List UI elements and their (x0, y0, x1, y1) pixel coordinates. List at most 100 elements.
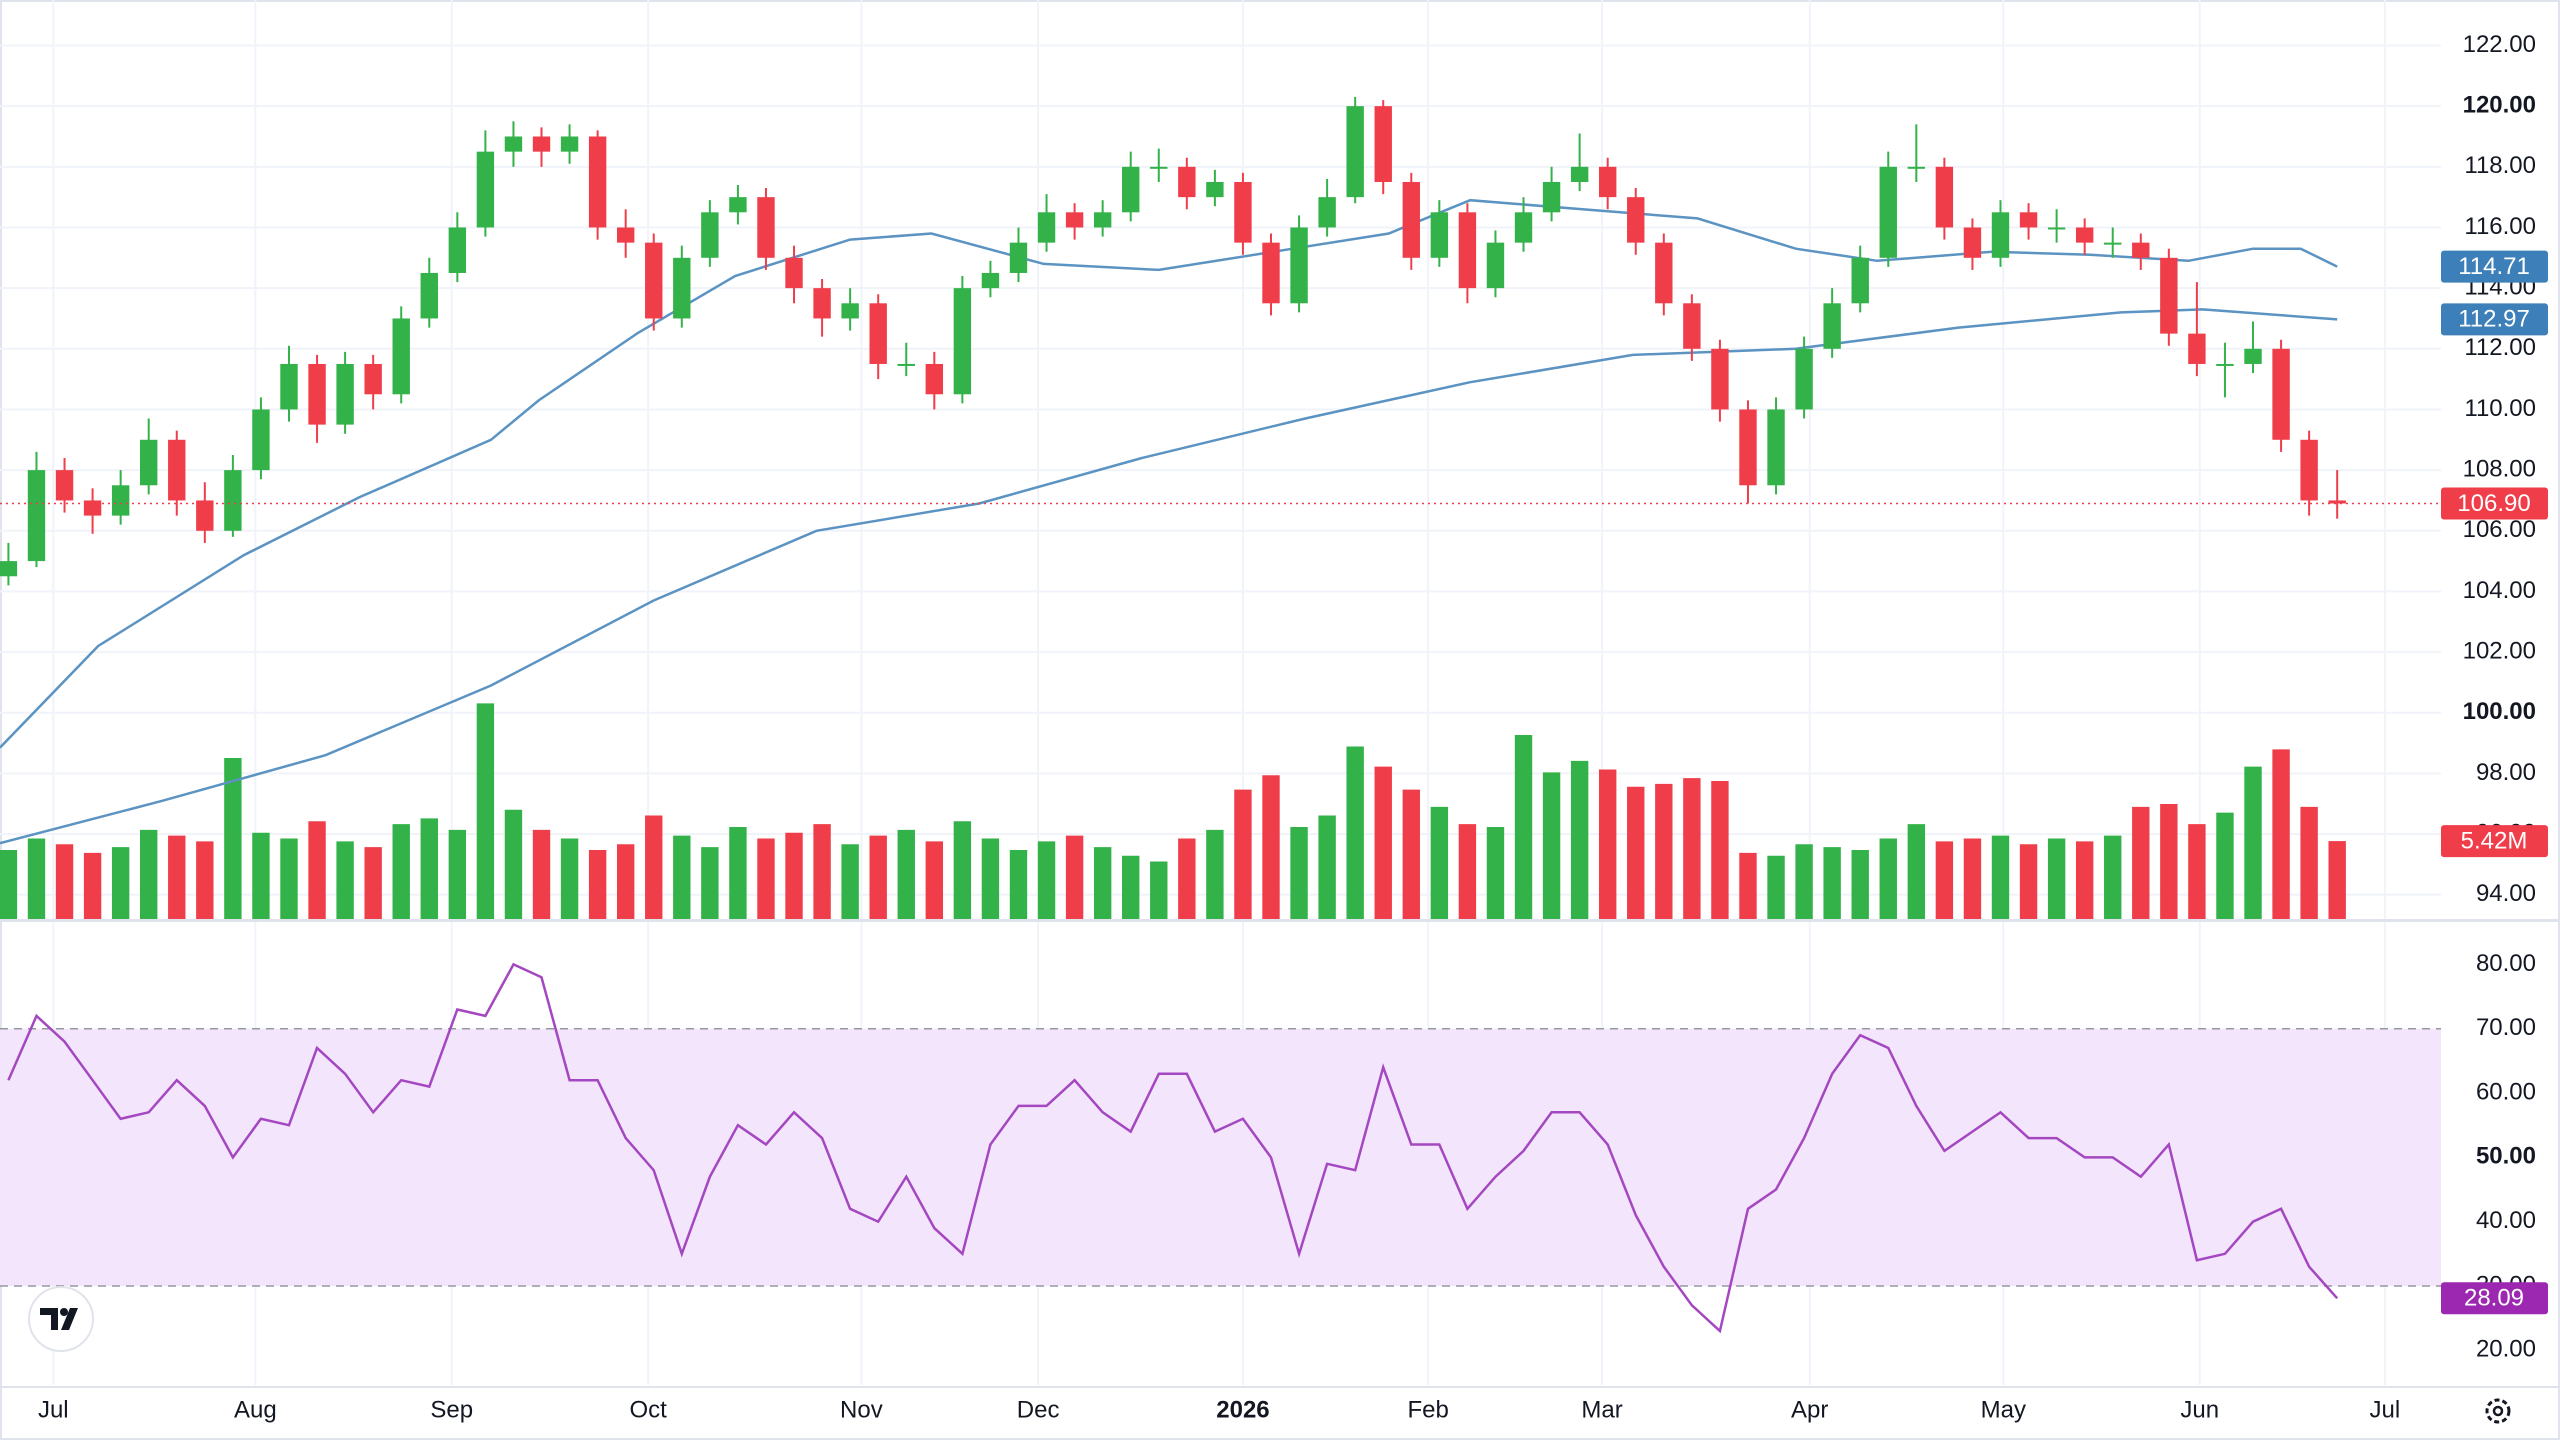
candle-body (1290, 227, 1308, 304)
candle-body (1851, 257, 1869, 304)
volume-bar (1458, 824, 1477, 919)
logo-circle[interactable] (28, 1286, 94, 1352)
volume-bar (364, 847, 382, 919)
moving-average-badge-label: 114.71 (2458, 253, 2530, 280)
volume-bar (336, 841, 354, 919)
volume-bar (2272, 749, 2290, 919)
candle-body (0, 561, 18, 577)
y-tick-label: 120.00 (2463, 91, 2536, 118)
x-tick-label: Jul (38, 1396, 69, 1423)
rsi-line (7, 962, 2339, 1334)
candle-body (420, 272, 438, 319)
candle-body (616, 227, 635, 243)
x-tick-label: Jul (2370, 1396, 2401, 1423)
settings-button[interactable] (2485, 1398, 2511, 1424)
volume-bar (897, 829, 915, 919)
candle-body (1122, 166, 1140, 213)
candle-body (673, 257, 691, 319)
volume-bar (111, 847, 130, 919)
volume-bar (224, 758, 242, 919)
logo-mark[interactable] (40, 1308, 78, 1330)
y-tick-label: 112.00 (2464, 334, 2536, 361)
volume-bar (2244, 766, 2262, 919)
volume-bar (1346, 746, 1364, 919)
volume-bar (420, 818, 438, 919)
volume-bar (1739, 852, 1757, 919)
volume-bar (1907, 824, 1926, 919)
volume-bar (588, 850, 607, 919)
candle-body (2244, 348, 2262, 364)
volume-bar (1879, 838, 1897, 919)
volume-bar (981, 838, 1000, 919)
candle-body (1402, 181, 1420, 258)
rsi-band (0, 1028, 2441, 1286)
candle-body (392, 318, 410, 395)
volume-bar (785, 832, 803, 919)
candle-body (55, 470, 74, 501)
volume-bar (1627, 786, 1645, 919)
gear-hub[interactable] (2492, 1405, 2504, 1417)
volume-bar (2104, 835, 2122, 919)
gear-ring[interactable] (2485, 1398, 2511, 1424)
volume-bar (280, 838, 298, 919)
candle-body (2019, 212, 2038, 228)
candle-body (308, 363, 326, 425)
candle-body (2300, 439, 2318, 501)
candle-body (1374, 106, 1392, 182)
volume-bar (448, 829, 467, 919)
candle-body (2328, 500, 2346, 504)
x-tick-label: Mar (1581, 1396, 1622, 1423)
volume-badge-label: 5.42M (2461, 827, 2528, 854)
x-tick-label: Dec (1017, 1396, 1060, 1423)
candle-body (2075, 227, 2094, 243)
candle-body (785, 257, 803, 289)
candle-body (1009, 242, 1028, 273)
candle-body (1262, 242, 1280, 304)
candle-body (504, 136, 523, 152)
candle-body (841, 303, 859, 319)
candle-body (1065, 212, 1084, 228)
x-tick-label: May (1981, 1396, 2026, 1423)
candle-body (280, 363, 298, 410)
volume-bar (2047, 838, 2066, 919)
logo-dot[interactable] (60, 1308, 68, 1316)
candle-body (560, 136, 579, 152)
candle-body (1150, 166, 1168, 169)
candle-body (27, 470, 46, 562)
rsi-tick-label: 40.00 (2476, 1207, 2536, 1234)
y-tick-label: 100.00 (2463, 698, 2536, 725)
volume-bar (83, 852, 102, 919)
candle-body (1178, 166, 1196, 198)
moving-average-line (0, 308, 2338, 845)
x-tick-label: Apr (1791, 1396, 1828, 1423)
candle-body (2132, 242, 2150, 258)
volume-bar (1374, 766, 1392, 919)
volume-bar (925, 841, 944, 919)
candle-body (2188, 333, 2206, 364)
volume-bar (1767, 855, 1785, 919)
x-tick-label: Jun (2180, 1396, 2219, 1423)
volume-bar (252, 832, 270, 919)
candle-body (111, 485, 130, 516)
candle-body (224, 470, 242, 531)
candle-body (588, 136, 607, 228)
moving-average-badge (2441, 250, 2548, 283)
volume-bar (2132, 806, 2150, 919)
candle-body (1514, 212, 1533, 243)
tradingview-logo[interactable] (28, 1286, 94, 1352)
x-tick-label: Sep (430, 1396, 473, 1423)
candle-body (1037, 212, 1056, 243)
candle-body (1458, 212, 1477, 289)
candle-body (364, 363, 382, 395)
candle-body (953, 288, 972, 395)
volume-bar (701, 847, 719, 919)
moving-average-badge-label: 112.97 (2458, 306, 2530, 333)
volume-bar (0, 850, 18, 919)
y-tick-label: 104.00 (2463, 577, 2536, 604)
volume-bar (645, 815, 663, 919)
candle-body (140, 439, 158, 486)
candle-body (1795, 348, 1813, 410)
volume-bar (616, 844, 635, 919)
